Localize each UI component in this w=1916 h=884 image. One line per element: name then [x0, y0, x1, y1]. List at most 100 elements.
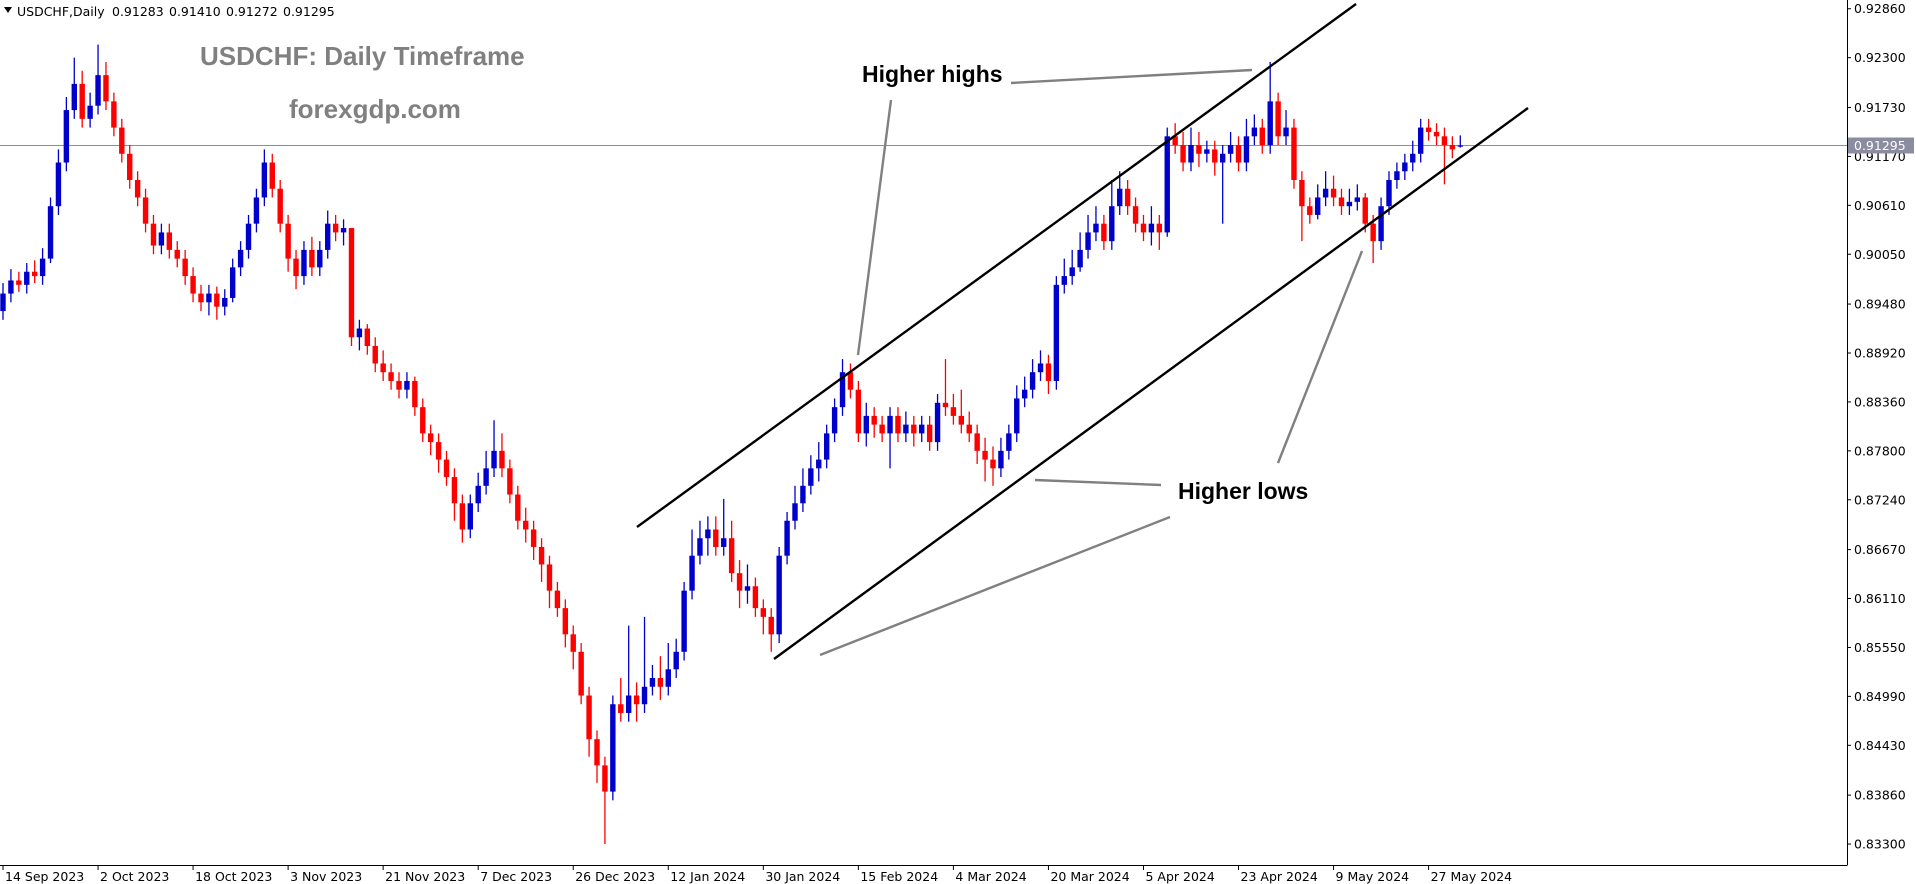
candle-body [760, 608, 767, 617]
y-tick-label: 0.86670 [1854, 542, 1906, 557]
candle-body [673, 651, 679, 670]
candle-body [475, 485, 481, 504]
candle-body [887, 415, 893, 434]
candle-body [1053, 284, 1060, 381]
candle-body [641, 686, 648, 705]
candle-body [222, 297, 228, 307]
candle-body [1425, 127, 1432, 132]
x-tick-label: 18 Oct 2023 [195, 869, 272, 884]
candle-body [214, 293, 220, 307]
candle-body [515, 494, 521, 521]
candle-body [784, 520, 790, 556]
candle-body [1410, 153, 1416, 163]
candle-body [293, 258, 299, 277]
candle-body [1085, 232, 1091, 250]
candle-body [269, 162, 275, 189]
symbol: USDCHF,Daily [17, 4, 105, 19]
candle-body [356, 328, 363, 338]
pointer-line [819, 515, 1171, 657]
header: USDCHF,Daily 0.91283 0.91410 0.91272 0.9… [4, 4, 335, 19]
candle-body [1212, 149, 1218, 163]
candle-body [942, 402, 949, 408]
candle-body [261, 162, 268, 198]
candle-body [1219, 153, 1226, 163]
y-tick-label: 0.90050 [1854, 247, 1906, 262]
candle-body [1045, 363, 1052, 381]
candle-body [95, 75, 101, 106]
candle-body [1243, 136, 1250, 163]
candle-body [190, 276, 196, 294]
candle-body [1164, 136, 1170, 233]
candle-body [1338, 197, 1345, 207]
candle-body [1330, 188, 1337, 198]
candle-body [705, 529, 711, 539]
y-tick-label: 0.90610 [1854, 198, 1906, 213]
candle-body [982, 450, 988, 460]
y-tick-label: 0.87800 [1854, 443, 1906, 458]
candle-body [443, 459, 450, 478]
candle-body [1307, 206, 1313, 215]
candle-body [1109, 206, 1115, 242]
current-price-label: 0.91295 [1854, 138, 1906, 153]
candle-body [71, 83, 77, 111]
candle-body [879, 424, 885, 434]
candle-body [253, 197, 260, 224]
candle-body [1061, 276, 1067, 285]
candle-body [713, 529, 719, 547]
candle-body [649, 678, 656, 687]
candle-body [467, 503, 473, 530]
candle-body [633, 695, 640, 705]
candle-body [625, 695, 632, 713]
candle-body [1235, 145, 1242, 163]
candle-body [998, 450, 1004, 469]
candle-body [1283, 127, 1289, 137]
pointer-line [1034, 478, 1162, 487]
candle-body [530, 529, 537, 547]
x-tick-label: 9 May 2024 [1336, 869, 1410, 884]
candle-body [63, 110, 70, 163]
candle-body [728, 538, 735, 574]
candle-body [1006, 433, 1012, 451]
candle-body [665, 669, 671, 687]
y-tick-label: 0.84430 [1854, 738, 1906, 753]
candle-body [24, 271, 30, 285]
y-tick-label: 0.85550 [1854, 640, 1906, 655]
x-tick-label: 12 Jan 2024 [670, 869, 745, 884]
candle-body [1291, 127, 1297, 180]
candle-body [610, 704, 616, 792]
candle-body [618, 704, 624, 713]
y-tick-label: 0.88920 [1854, 345, 1906, 360]
y-tick-label: 0.84990 [1854, 689, 1906, 704]
candle-body [823, 433, 830, 460]
candle-body [903, 424, 909, 434]
candle-body [1180, 145, 1186, 163]
candle-body [237, 249, 244, 268]
candle-body [1124, 188, 1131, 207]
x-tick-label: 26 Dec 2023 [575, 869, 655, 884]
candle-body [1188, 145, 1194, 163]
candle-body [546, 564, 553, 591]
x-tick-label: 4 Mar 2024 [955, 869, 1026, 884]
candle-body [1148, 223, 1155, 233]
candle-body [1251, 127, 1258, 137]
candle-body [420, 407, 426, 434]
candle-body [1433, 131, 1440, 137]
y-tick-label: 0.92860 [1854, 1, 1906, 16]
candle-body [895, 415, 901, 434]
candle-body [127, 153, 133, 180]
candle-body [427, 433, 434, 443]
candle-body [16, 280, 22, 285]
candle-body [594, 739, 600, 766]
candle-body [570, 634, 576, 652]
candle-body [285, 223, 291, 259]
candle-body [435, 442, 442, 460]
candle-body [396, 380, 402, 390]
candle-body [1204, 149, 1210, 154]
candle-body [332, 223, 339, 233]
candle-body [816, 459, 822, 469]
candle-body [1093, 223, 1099, 233]
y-tick-label: 0.87240 [1854, 492, 1906, 507]
y-tick-label: 0.88360 [1854, 394, 1906, 409]
candle-body [87, 105, 93, 119]
